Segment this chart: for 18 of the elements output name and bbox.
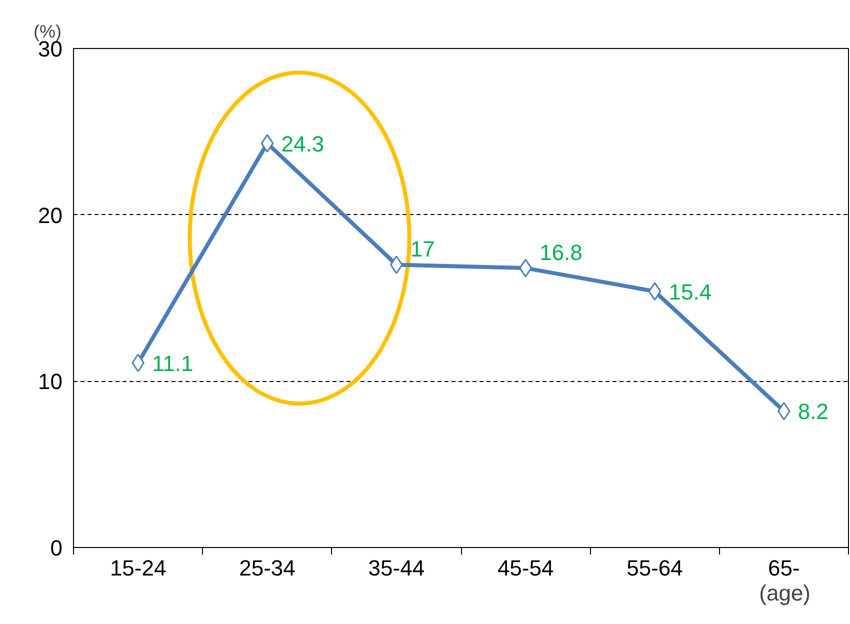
data-label: 16.8 xyxy=(540,240,582,266)
x-axis-title: (age) xyxy=(759,580,810,606)
x-tick-label: 55-64 xyxy=(626,556,683,580)
point xyxy=(260,134,274,153)
data-label: 8.2 xyxy=(798,399,829,424)
x-tick-label: 35-44 xyxy=(368,556,425,580)
y-tick-label: 20 xyxy=(38,202,63,228)
y-tick-label: 0 xyxy=(50,536,63,560)
x-tick-label: 25-34 xyxy=(239,556,296,580)
data-label: 15.4 xyxy=(668,279,712,304)
x-tick-label: 45-54 xyxy=(497,556,554,580)
data-label: 11.1 xyxy=(152,350,194,376)
point xyxy=(648,282,662,301)
x-tick-label: 65- xyxy=(768,556,800,580)
data-label: 24.3 xyxy=(281,131,324,156)
data-label: 17 xyxy=(410,236,435,262)
x-tick-label: 15-24 xyxy=(110,556,166,580)
y-tick-label: 10 xyxy=(38,369,63,394)
